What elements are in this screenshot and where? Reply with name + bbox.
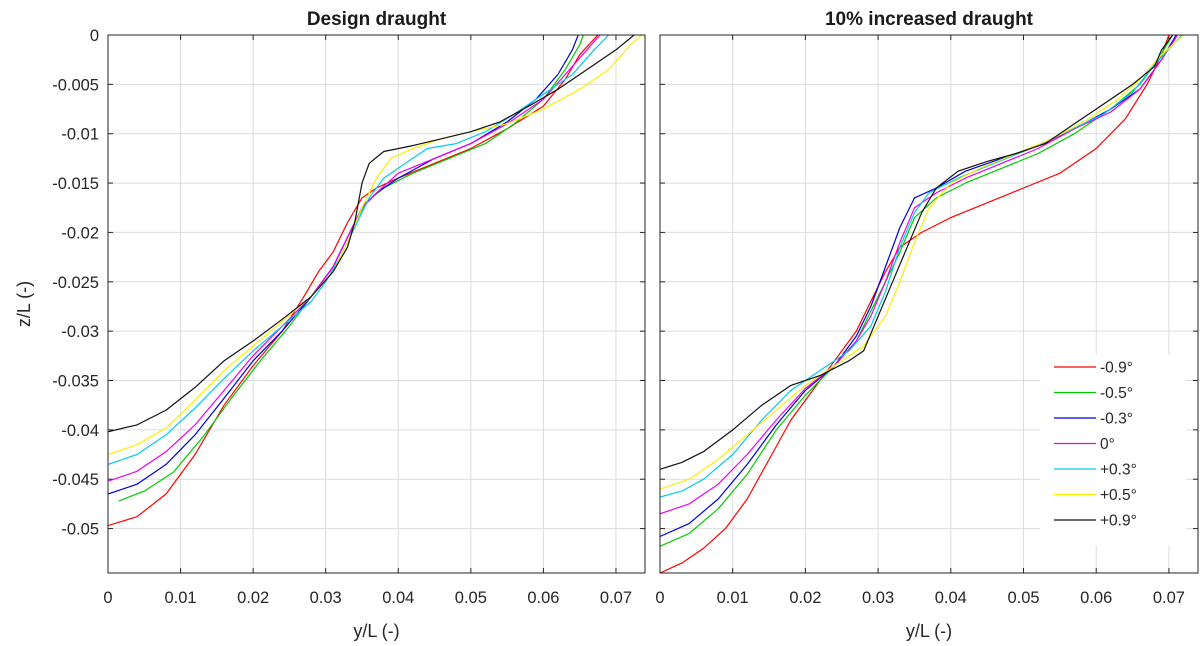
y-tick-label: -0.03 (61, 323, 99, 341)
x-tick-label: 0.02 (789, 589, 821, 607)
x-tick-label: 0.04 (382, 589, 414, 607)
legend-box (1040, 355, 1186, 546)
chart-title: Design draught (307, 9, 447, 30)
axes-frame (107, 34, 646, 574)
x-tick-label: 0.07 (600, 589, 632, 607)
x-tick-label: 0.07 (1153, 589, 1185, 607)
axes-frame (659, 34, 1199, 574)
x-tick-label: 0.03 (862, 589, 894, 607)
x-axis-label: y/L (-) (906, 621, 952, 641)
x-axis-label: y/L (-) (353, 621, 399, 641)
legend-label: -0.5° (1100, 385, 1133, 402)
x-tick-label: 0.05 (1007, 589, 1039, 607)
series-line (660, 35, 1177, 538)
x-tick-label: 0.02 (237, 589, 269, 607)
x-tick-label: 0.03 (310, 589, 342, 607)
y-axis-label: z/L (-) (14, 281, 34, 327)
legend-label: 0° (1100, 436, 1115, 453)
y-tick-label: -0.05 (61, 521, 99, 539)
legend-label: +0.9° (1100, 513, 1137, 530)
y-tick-label: -0.02 (61, 224, 99, 242)
x-tick-label: 0.04 (935, 589, 967, 607)
x-tick-label: 0.01 (165, 589, 197, 607)
legend-label: +0.3° (1100, 462, 1137, 479)
y-tick-label: -0.04 (61, 422, 99, 440)
y-tick-label: -0.01 (61, 126, 99, 144)
x-tick-label: 0 (103, 589, 112, 607)
series-line (660, 35, 1170, 573)
legend-label: -0.9° (1100, 360, 1133, 377)
chart-panel-2: 0 0.01 0.02 0.03 0.04 0.05 0.06 0.07 10% increas… (655, 9, 1199, 641)
series-line (660, 35, 1183, 498)
x-tick-label: 0.05 (455, 589, 487, 607)
series-line (660, 35, 1174, 470)
series-line (660, 35, 1184, 490)
series-line (108, 35, 610, 465)
y-tick-label: -0.045 (52, 471, 99, 489)
x-tick-label: 0 (655, 589, 664, 607)
chart-panel-1: 0 0.01 0.02 0.03 0.04 0.05 0.06 0.07 0 -0.005 -0.0… (14, 9, 646, 641)
legend-label: +0.5° (1100, 487, 1137, 504)
series-line (108, 35, 635, 433)
series-line (660, 35, 1179, 515)
y-tick-label: 0 (90, 27, 99, 45)
x-tick-label: 0.06 (527, 589, 559, 607)
y-tick-label: -0.005 (52, 76, 99, 94)
x-tick-label: 0.01 (717, 589, 749, 607)
legend: -0.9° -0.5° -0.3° 0° +0.3° +0.5° +0.9° (1040, 355, 1186, 546)
legend-label: -0.3° (1100, 411, 1133, 428)
y-tick-label: -0.025 (52, 274, 99, 292)
y-tick-label: -0.035 (52, 373, 99, 391)
x-tick-label: 0.06 (1080, 589, 1112, 607)
plot-area (108, 35, 645, 573)
series-line (108, 35, 642, 456)
chart-title: 10% increased draught (825, 9, 1034, 30)
y-tick-label: -0.015 (52, 175, 99, 193)
